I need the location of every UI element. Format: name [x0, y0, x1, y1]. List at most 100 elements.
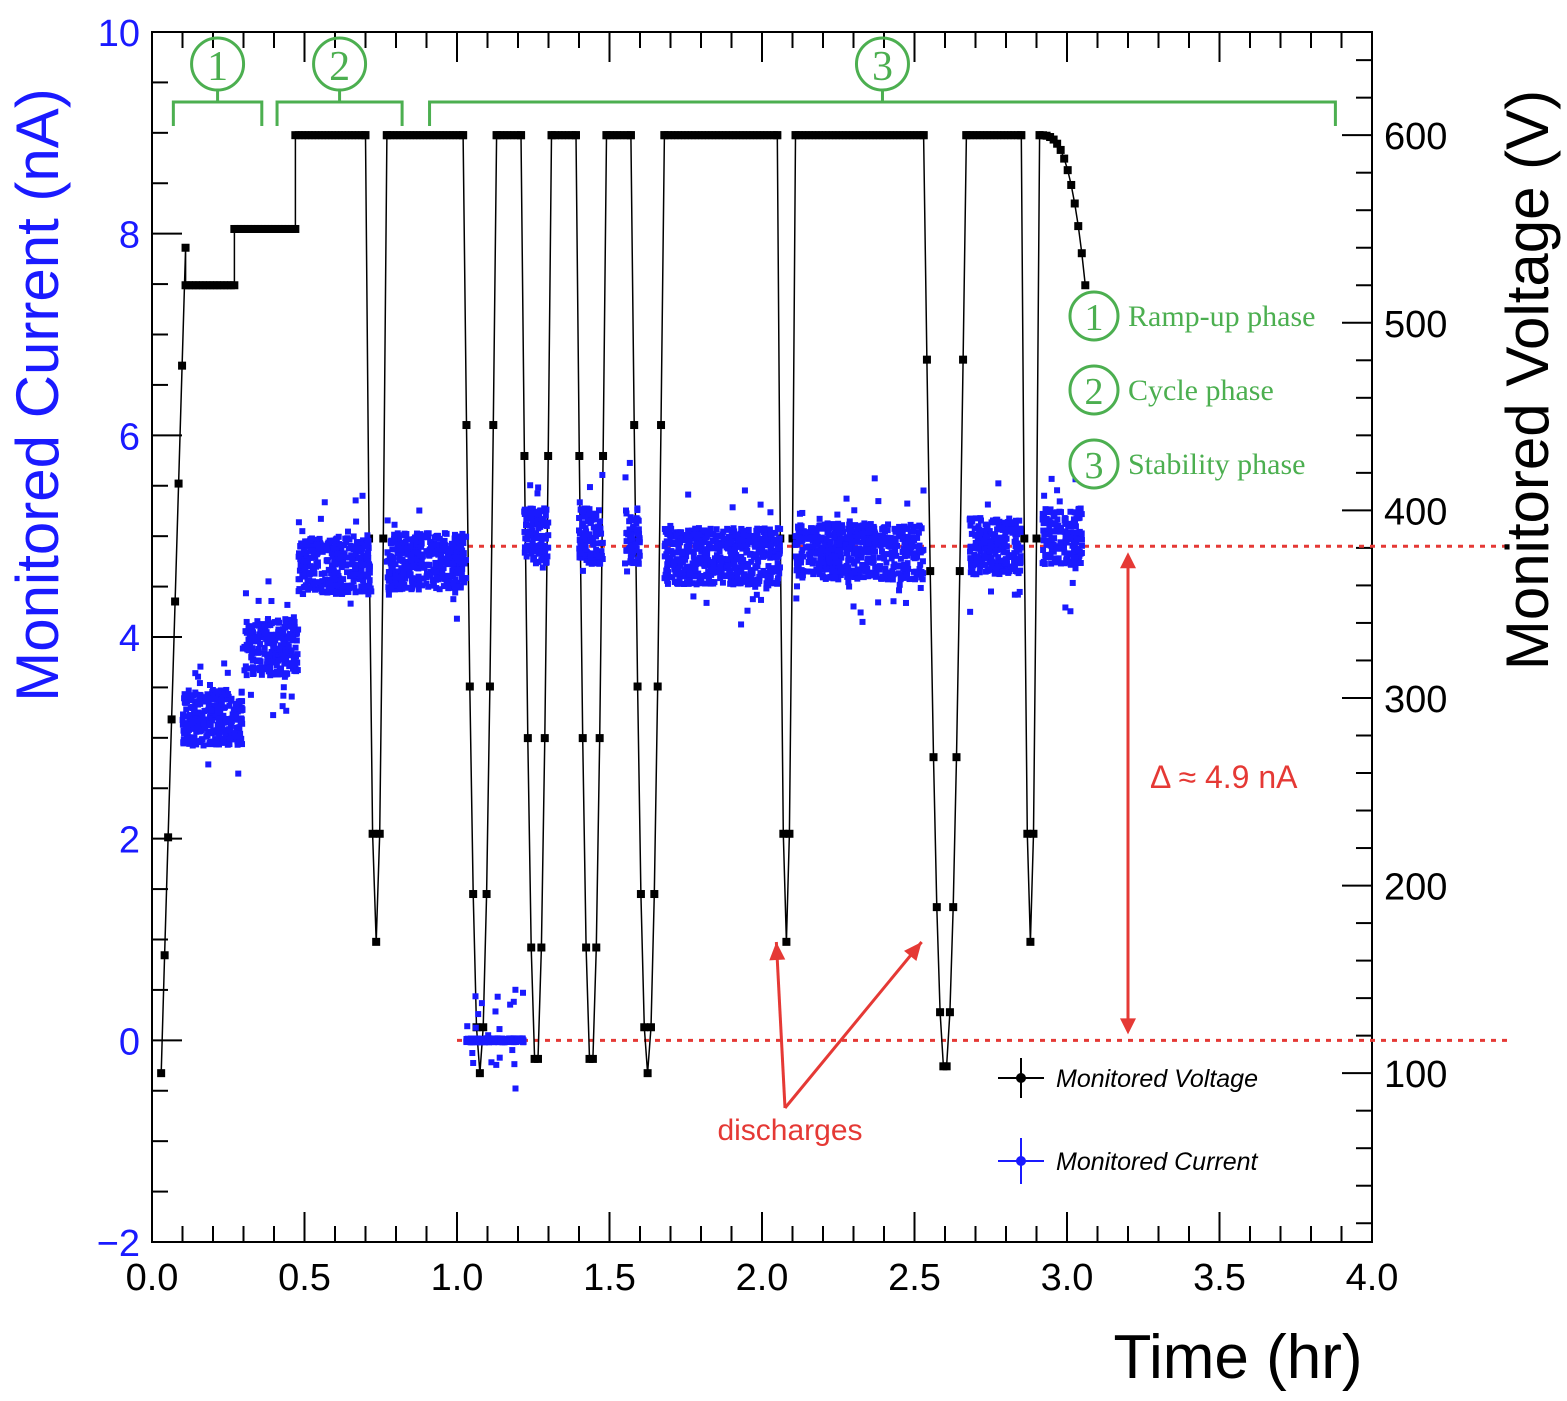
- current-point: [1061, 517, 1068, 524]
- current-point: [418, 560, 425, 567]
- current-point: [760, 553, 767, 560]
- current-point: [716, 533, 723, 540]
- current-point: [451, 531, 458, 538]
- current-point: [724, 526, 731, 533]
- current-point: [996, 571, 1003, 578]
- current-point: [592, 529, 599, 536]
- current-point: [981, 537, 988, 544]
- current-point: [987, 543, 994, 550]
- current-point: [329, 588, 336, 595]
- current-point: [727, 548, 734, 555]
- voltage-point: [575, 451, 584, 460]
- current-point: [732, 565, 739, 572]
- current-point: [738, 553, 745, 560]
- current-point: [1060, 545, 1067, 552]
- current-point: [874, 564, 881, 571]
- current-point: [309, 541, 316, 548]
- current-point: [818, 525, 825, 532]
- current-point: [214, 727, 221, 734]
- current-point: [857, 609, 864, 616]
- current-point: [899, 535, 906, 542]
- phase-legend-number: 3: [1085, 445, 1104, 487]
- current-point: [894, 542, 901, 549]
- current-point: [416, 578, 423, 585]
- current-point: [735, 537, 742, 544]
- current-point: [391, 586, 398, 593]
- current-point: [690, 593, 697, 600]
- current-point: [904, 533, 911, 540]
- current-point: [280, 692, 287, 699]
- current-point: [442, 576, 449, 583]
- current-point: [224, 669, 231, 676]
- current-point: [799, 546, 806, 553]
- current-point: [427, 539, 434, 546]
- current-point: [426, 547, 433, 554]
- current-point: [214, 707, 221, 714]
- current-point: [1002, 529, 1009, 536]
- current-point: [624, 568, 631, 575]
- current-point: [232, 701, 239, 708]
- current-point: [726, 568, 733, 575]
- current-point: [593, 540, 600, 547]
- current-point: [328, 550, 335, 557]
- current-point: [875, 498, 882, 505]
- current-point: [724, 572, 731, 579]
- current-point: [454, 566, 461, 573]
- current-point: [766, 550, 773, 557]
- voltage-point: [1053, 139, 1062, 148]
- current-point: [858, 526, 865, 533]
- current-point: [701, 556, 708, 563]
- current-point: [188, 697, 195, 704]
- current-point: [289, 634, 296, 641]
- current-point: [197, 700, 204, 707]
- current-point: [330, 570, 337, 577]
- current-point: [328, 585, 335, 592]
- current-point: [772, 529, 779, 536]
- current-point: [576, 499, 583, 506]
- current-point: [825, 551, 832, 558]
- current-point: [524, 542, 531, 549]
- current-point: [746, 577, 753, 584]
- current-point: [758, 596, 765, 603]
- current-point: [366, 577, 373, 584]
- current-point: [180, 740, 187, 747]
- current-point: [685, 491, 692, 498]
- discharge-arrow-shaft: [783, 941, 923, 1109]
- current-point: [249, 645, 256, 652]
- voltage-point: [650, 890, 659, 899]
- current-point: [385, 584, 392, 591]
- current-point: [596, 553, 603, 560]
- current-point: [530, 556, 537, 563]
- current-point: [739, 536, 746, 543]
- current-point: [967, 522, 974, 529]
- voltage-point: [1049, 135, 1058, 144]
- current-point: [816, 568, 823, 575]
- current-point: [756, 549, 763, 556]
- current-point: [823, 536, 830, 543]
- current-point: [406, 567, 413, 574]
- voltage-point: [1067, 180, 1076, 189]
- current-point: [213, 741, 220, 748]
- current-point: [457, 558, 464, 565]
- current-point: [854, 525, 861, 532]
- current-point: [388, 585, 395, 592]
- current-point: [988, 588, 995, 595]
- current-point: [331, 560, 338, 567]
- current-point: [292, 644, 299, 651]
- current-point: [234, 741, 241, 748]
- current-point: [306, 571, 313, 578]
- current-point: [738, 562, 745, 569]
- current-point: [738, 621, 745, 628]
- current-point: [897, 555, 904, 562]
- current-point: [315, 579, 322, 586]
- current-point: [890, 571, 897, 578]
- current-point: [832, 574, 839, 581]
- current-point: [250, 670, 257, 677]
- current-point: [542, 535, 549, 542]
- current-point: [868, 572, 875, 579]
- current-point: [817, 554, 824, 561]
- current-point: [215, 688, 222, 695]
- current-point: [310, 550, 317, 557]
- current-point: [308, 554, 315, 561]
- current-point: [520, 1039, 527, 1046]
